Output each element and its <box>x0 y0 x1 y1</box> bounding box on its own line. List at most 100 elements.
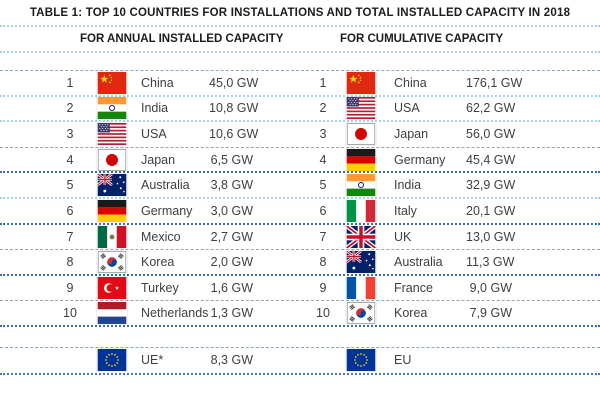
annual-eu-row: UE* 8,3 GW <box>0 349 300 372</box>
table-row: 1 China 45,0 GW 1 China 176,1 GW <box>0 71 600 97</box>
rank-cell: 4 <box>319 152 327 167</box>
rank-cell: 5 <box>319 178 327 193</box>
country-name: Japan <box>141 152 176 167</box>
flag-germany-icon <box>346 148 376 171</box>
flag-india-icon <box>346 174 376 197</box>
country-name: Japan <box>394 127 429 142</box>
rank-cell: 8 <box>319 254 327 269</box>
rank-cell: 4 <box>66 152 74 167</box>
country-name: Germany <box>394 152 446 167</box>
country-name: China <box>394 75 427 90</box>
flag-germany-icon <box>97 199 127 222</box>
flag-australia-icon <box>346 250 376 273</box>
annual-column-header: FOR ANNUAL INSTALLED CAPACITY <box>80 33 284 45</box>
cumulative-row-1: 1 China 176,1 GW <box>300 71 600 94</box>
divider <box>0 25 600 27</box>
capacity-value: 32,9 GW <box>466 178 516 193</box>
capacity-value: 8,3 GW <box>210 353 253 368</box>
capacity-value: 11,3 GW <box>466 254 515 269</box>
capacity-value: 2,0 GW <box>210 254 253 269</box>
capacity-value: 3,8 GW <box>210 178 253 193</box>
country-name: Korea <box>141 254 175 269</box>
capacity-value: 6,5 GW <box>210 152 253 167</box>
rank-cell: 7 <box>66 229 74 244</box>
table-row: 4 Japan 6,5 GW 4 Germany 45,4 GW <box>0 148 600 174</box>
cumulative-row-8: 8 Australia 11,3 GW <box>300 250 600 273</box>
cumulative-eu-row: EU <box>300 349 600 372</box>
cumulative-row-6: 6 Italy 20,1 GW <box>300 199 600 222</box>
table-row: 2 India 10,8 GW 2 USA 62,2 GW <box>0 97 600 123</box>
cumulative-row-9: 9 France 9,0 GW <box>300 277 600 300</box>
cumulative-row-2: 2 USA 62,2 GW <box>300 97 600 120</box>
flag-france-icon <box>346 277 376 300</box>
capacity-value: 1,6 GW <box>210 281 253 296</box>
table-row: 8 Korea 2,0 GW 8 Australia 11,3 GW <box>0 250 600 276</box>
annual-row-2: 2 India 10,8 GW <box>0 97 300 120</box>
flag-eu-icon <box>346 349 376 372</box>
country-name: Turkey <box>141 281 179 296</box>
capacity-value: 176,1 GW <box>466 75 523 90</box>
flag-usa-icon <box>346 97 376 120</box>
flag-japan-icon <box>346 123 376 146</box>
capacity-value: 45,4 GW <box>466 152 516 167</box>
rank-cell: 7 <box>319 229 327 244</box>
flag-uk-icon <box>346 225 376 248</box>
flag-usa-icon <box>97 123 127 146</box>
rank-cell: 3 <box>66 127 74 142</box>
table-row: 10 Netherlands 1,3 GW 10 Korea 7,9 GW <box>0 301 600 327</box>
capacity-value: 62,2 GW <box>466 101 516 116</box>
country-name: China <box>141 75 174 90</box>
cumulative-row-10: 10 Korea 7,9 GW <box>300 302 600 325</box>
flag-turkey-icon <box>97 277 127 300</box>
country-name: France <box>394 281 433 296</box>
flag-china-icon <box>346 71 376 94</box>
country-name: USA <box>141 127 167 142</box>
table-row: 5 Australia 3,8 GW 5 India 32,9 GW <box>0 173 600 199</box>
table-title: TABLE 1: TOP 10 COUNTRIES FOR INSTALLATI… <box>29 7 571 19</box>
rank-cell: 5 <box>66 178 74 193</box>
rank-cell: 10 <box>63 306 77 321</box>
cumulative-row-3: 3 Japan 56,0 GW <box>300 123 600 146</box>
cumulative-row-4: 4 Germany 45,4 GW <box>300 148 600 171</box>
annual-row-9: 9 Turkey 1,6 GW <box>0 277 300 300</box>
country-name: Mexico <box>141 229 181 244</box>
annual-row-3: 3 USA 10,6 GW <box>0 123 300 146</box>
country-name: USA <box>394 101 420 116</box>
annual-row-4: 4 Japan 6,5 GW <box>0 148 300 171</box>
capacity-value: 10,8 GW <box>209 101 259 116</box>
eu-label: UE* <box>141 353 164 368</box>
divider <box>0 51 600 53</box>
rank-cell: 8 <box>66 254 74 269</box>
eu-summary-row: UE* 8,3 GW EU <box>0 346 600 375</box>
capacity-value: 2,7 GW <box>210 229 253 244</box>
cumulative-row-7: 7 UK 13,0 GW <box>300 225 600 248</box>
rank-cell: 9 <box>319 281 327 296</box>
flag-mexico-icon <box>97 225 127 248</box>
capacity-value: 56,0 GW <box>466 127 516 142</box>
rank-cell: 3 <box>319 127 327 142</box>
country-name: Italy <box>394 203 417 218</box>
capacity-value: 13,0 GW <box>466 229 516 244</box>
flag-netherlands-icon <box>97 302 127 325</box>
annual-row-7: 7 Mexico 2,7 GW <box>0 225 300 248</box>
country-name: Australia <box>141 178 190 193</box>
rank-cell: 6 <box>66 203 74 218</box>
flag-japan-icon <box>97 148 127 171</box>
capacity-value: 20,1 GW <box>466 203 516 218</box>
capacity-value: 10,6 GW <box>209 127 259 142</box>
column-headers: FOR ANNUAL INSTALLED CAPACITY FOR CUMULA… <box>0 27 600 51</box>
rank-cell: 1 <box>66 75 74 90</box>
annual-row-1: 1 China 45,0 GW <box>0 71 300 94</box>
capacity-value: 3,0 GW <box>210 203 253 218</box>
flag-india-icon <box>97 97 127 120</box>
eu-label: EU <box>394 353 412 368</box>
capacity-value: 7,9 GW <box>469 306 512 321</box>
country-name: UK <box>394 229 412 244</box>
rank-cell: 6 <box>319 203 327 218</box>
country-name: Netherlands <box>141 306 209 321</box>
table-row: 7 Mexico 2,7 GW 7 UK 13,0 GW <box>0 225 600 251</box>
country-name: Germany <box>141 203 193 218</box>
annual-row-6: 6 Germany 3,0 GW <box>0 199 300 222</box>
table-row: 9 Turkey 1,6 GW 9 France 9,0 GW <box>0 276 600 302</box>
